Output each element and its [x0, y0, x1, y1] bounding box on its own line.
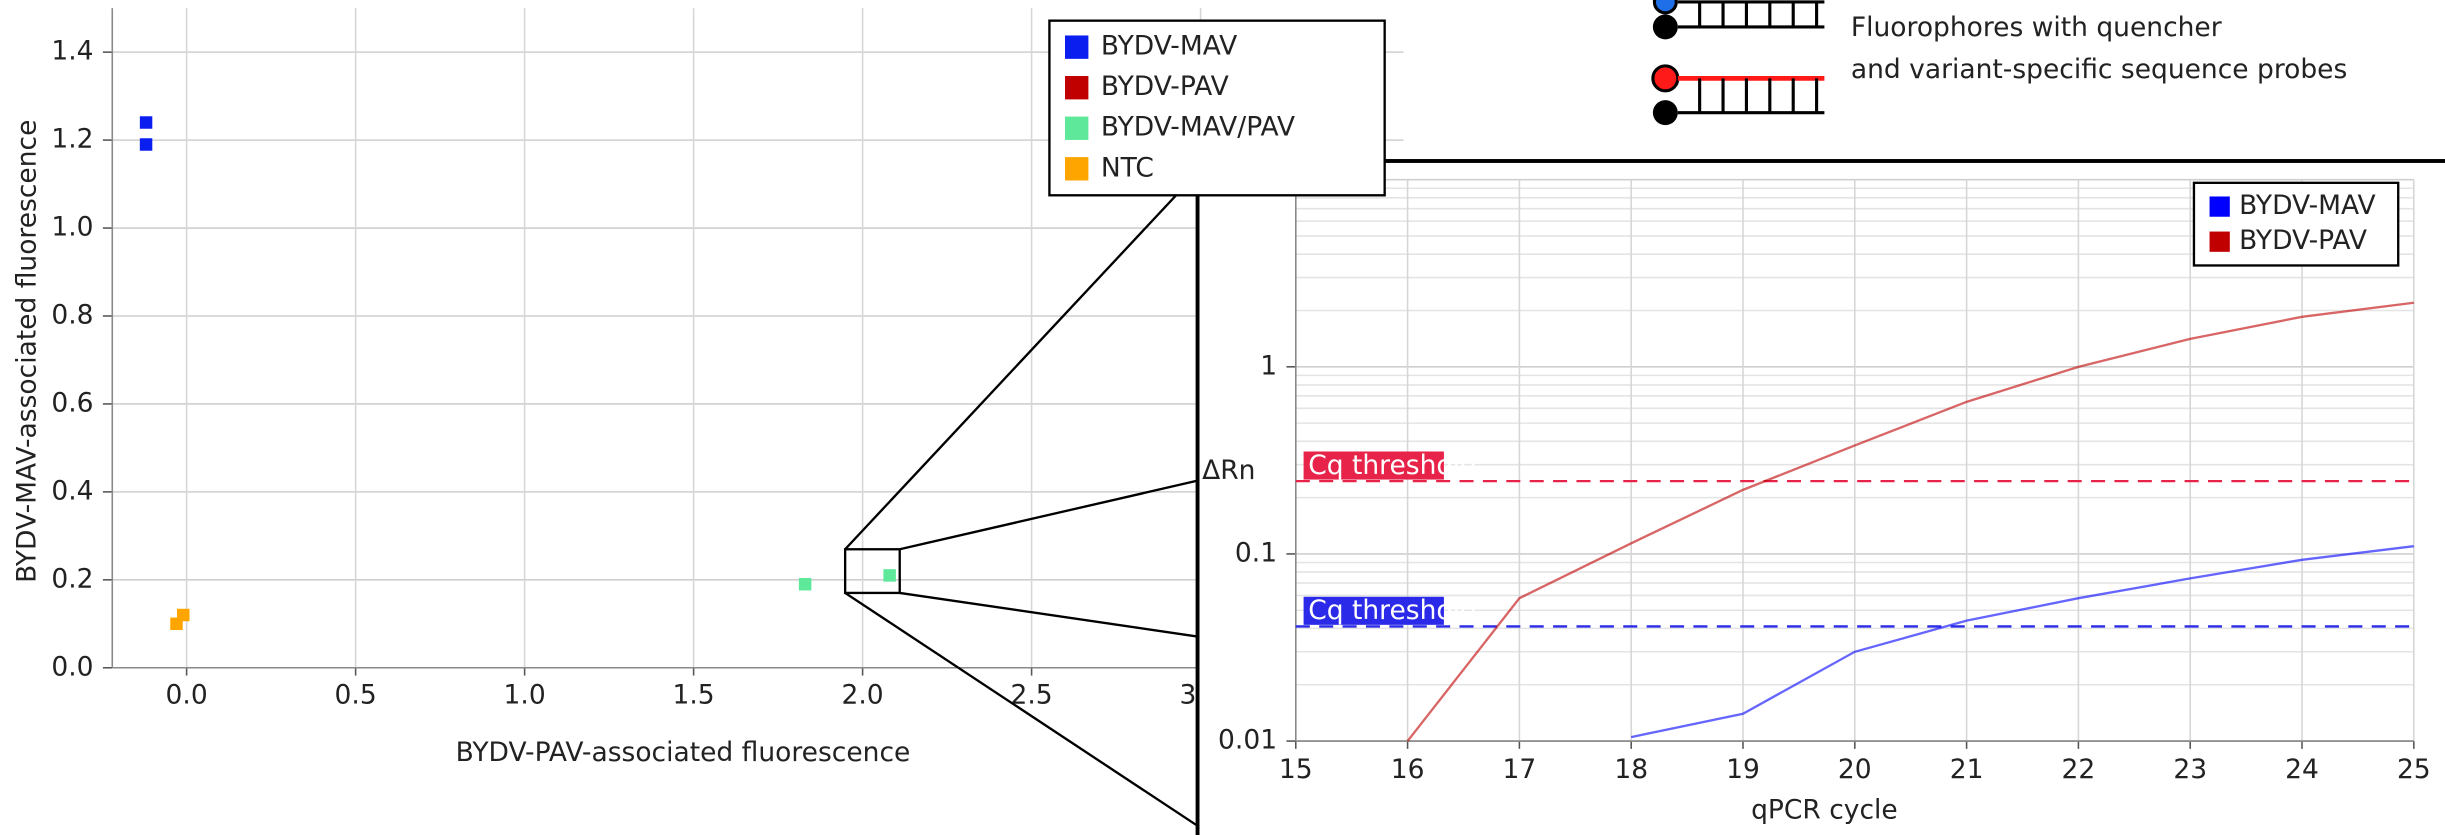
probe-ladder: [1678, 2, 1825, 27]
y-axis-label: BYDV-MAV-associated fluorescence: [12, 120, 43, 583]
legend-label: NTC: [1101, 152, 1154, 183]
y-axis-label: ΔRn: [1202, 455, 1255, 486]
legend-label: BYDV-MAV/PAV: [1101, 112, 1295, 143]
x-tick-label: 16: [1391, 754, 1425, 785]
x-tick-label: 21: [1950, 754, 1984, 785]
legend-swatch: [1065, 76, 1088, 99]
legend-label: BYDV-MAV: [1101, 31, 1237, 62]
x-tick-label: 0.0: [166, 679, 208, 710]
probe-note: and variant-specific sequence probes: [1851, 54, 2347, 85]
y-tick-label: 0.6: [51, 387, 93, 418]
x-tick-label: 17: [1503, 754, 1537, 785]
page: 0.0 0.2 0.4 0.6 0.8 1.0 1.2 1.4 0.0 0.5 1.0 1.5 2.0 2…: [0, 0, 2445, 835]
legend-swatch: [2210, 196, 2230, 216]
legend-swatch: [1065, 35, 1088, 58]
x-tick-label: 22: [2062, 754, 2096, 785]
x-tick-label: 15: [1279, 754, 1313, 785]
point: [140, 138, 152, 150]
x-tick-label: 1.0: [504, 679, 546, 710]
threshold-label: Cq threshold: [1308, 595, 1477, 626]
legend-label: BYDV-PAV: [2239, 225, 2367, 256]
y-tick-label: 0.4: [51, 475, 93, 506]
probe-note: Fluorophores with quencher: [1851, 12, 2222, 43]
x-tick-label: 20: [1838, 754, 1872, 785]
legend: BYDV-MAV BYDV-PAV: [2194, 183, 2398, 266]
y-tick-label: 0.2: [51, 563, 93, 594]
x-tick-label: 23: [2173, 754, 2207, 785]
x-tick-label: 19: [1726, 754, 1760, 785]
point: [883, 569, 895, 581]
zoom-line: [900, 593, 1198, 637]
x-tick-label: 2.0: [842, 679, 884, 710]
y-tick-label: 0.0: [51, 651, 93, 682]
quencher-icon: [1653, 100, 1678, 125]
point: [177, 609, 189, 621]
zoom-line: [900, 481, 1198, 550]
y-tick-label: 1.0: [51, 212, 93, 243]
x-tick-label: 18: [1614, 754, 1648, 785]
y-tick-label: 1.4: [51, 36, 93, 67]
quencher-icon: [1653, 14, 1678, 39]
legend-label: BYDV-PAV: [1101, 71, 1229, 102]
x-tick-label: 0.5: [335, 679, 377, 710]
point: [140, 116, 152, 128]
y-tick-label: 0.8: [51, 299, 93, 330]
legend-label: BYDV-MAV: [2239, 190, 2375, 221]
x-tick-label: 24: [2285, 754, 2319, 785]
y-tick-label: 1: [1260, 350, 1277, 381]
legend-swatch: [1065, 117, 1088, 140]
x-tick-label: 25: [2397, 754, 2431, 785]
threshold-label: Cq threshold: [1308, 450, 1477, 481]
x-axis-label: BYDV-PAV-associated fluorescence: [456, 737, 911, 768]
fluorophore-icon: [1654, 0, 1676, 13]
y-tick-label: 0.01: [1218, 725, 1277, 756]
fluorophore-icon: [1653, 66, 1678, 91]
legend-swatch: [2210, 232, 2230, 252]
y-tick-label: 1.2: [51, 124, 93, 155]
probe-ladder: [1678, 78, 1825, 112]
legend-swatch: [1065, 157, 1088, 180]
x-tick-label: 1.5: [673, 679, 715, 710]
probe-diagram: Fluorophores with quencher and variant-s…: [1653, 0, 2347, 125]
point: [799, 578, 811, 590]
y-tick-label: 0.1: [1235, 537, 1277, 568]
x-axis-label: qPCR cycle: [1751, 795, 1898, 826]
legend: BYDV-MAV BYDV-PAV BYDV-MAV/PAV NTC: [1049, 21, 1384, 196]
figure: 0.0 0.2 0.4 0.6 0.8 1.0 1.2 1.4 0.0 0.5 1.0 1.5 2.0 2…: [0, 0, 2445, 835]
